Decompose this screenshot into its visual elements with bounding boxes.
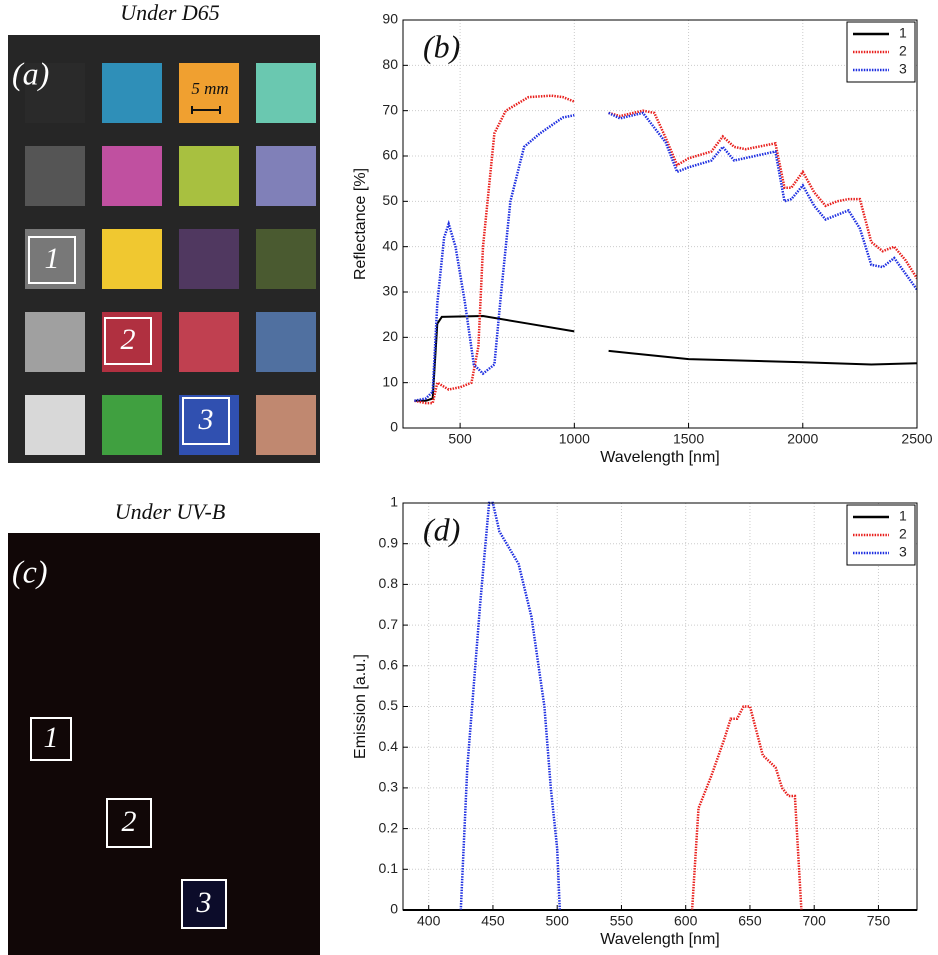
y-axis-title: Emission [a.u.] (352, 654, 369, 759)
y-tick-label: 10 (382, 373, 398, 389)
y-tick-label: 1 (390, 494, 398, 510)
y-tick-label: 80 (382, 56, 398, 72)
sample-label: 3 (198, 403, 214, 436)
y-tick-label: 0.8 (379, 575, 399, 591)
scale-label: 5 mm (191, 79, 228, 98)
x-tick-label: 1500 (673, 431, 704, 447)
color-patch (25, 63, 85, 123)
y-axis-title: Reflectance [%] (352, 168, 369, 280)
panel-label: (a) (12, 55, 49, 91)
series-line (414, 314, 575, 402)
sample-label: 3 (196, 886, 212, 919)
x-tick-label: 2500 (901, 431, 932, 447)
color-patch (256, 146, 316, 206)
y-tick-label: 0.5 (379, 697, 399, 713)
y-tick-label: 60 (382, 147, 398, 163)
color-patch (256, 312, 316, 372)
photo-title: Under D65 (120, 0, 220, 25)
y-tick-label: 0.6 (379, 657, 399, 673)
color-patch (256, 63, 316, 123)
x-tick-label: 1000 (559, 431, 590, 447)
sample-box (181, 879, 227, 929)
x-axis-title: Wavelength [nm] (600, 931, 719, 948)
axes-frame (402, 19, 918, 429)
x-tick-label: 600 (674, 913, 698, 929)
legend-label: 1 (899, 508, 907, 524)
photo-title: Under UV-B (115, 499, 226, 524)
x-tick-label: 750 (867, 913, 891, 929)
sample-label: 2 (122, 805, 137, 838)
color-patch (179, 146, 239, 206)
sample-box (30, 717, 72, 761)
y-tick-label: 70 (382, 101, 398, 117)
series-line (690, 705, 803, 911)
x-tick-label: 500 (546, 913, 570, 929)
series-line (608, 109, 917, 280)
series-line (608, 349, 917, 366)
legend-label: 2 (899, 43, 907, 59)
series-line (608, 111, 917, 291)
axes-frame (402, 502, 918, 911)
color-patch (25, 312, 85, 372)
panel-label: (d) (423, 511, 460, 547)
legend-label: 2 (899, 526, 907, 542)
x-tick-label: 700 (803, 913, 827, 929)
color-patch (102, 146, 162, 206)
series-line (459, 501, 562, 911)
color-patch (256, 395, 316, 455)
y-tick-label: 0 (390, 419, 398, 435)
y-tick-label: 0.3 (379, 779, 399, 795)
y-tick-label: 0.7 (379, 616, 399, 632)
sample-box (28, 236, 76, 284)
panel-label: (c) (12, 553, 48, 589)
sample-box (182, 397, 230, 445)
x-tick-label: 550 (610, 913, 634, 929)
y-tick-label: 0.1 (379, 860, 399, 876)
color-patch (179, 63, 239, 123)
sample-label: 1 (44, 721, 59, 754)
color-patch (25, 395, 85, 455)
y-tick-label: 30 (382, 283, 398, 299)
y-tick-label: 0.2 (379, 819, 399, 835)
y-tick-label: 0 (390, 901, 398, 917)
sample-label: 1 (45, 242, 60, 275)
x-axis-title: Wavelength [nm] (600, 449, 719, 466)
photo (8, 533, 320, 955)
legend-label: 1 (899, 25, 907, 41)
color-patch (102, 395, 162, 455)
legend-label: 3 (899, 544, 907, 560)
plot-area (403, 503, 917, 910)
series-line (414, 113, 575, 403)
panel-label: (b) (423, 28, 460, 64)
legend-box (846, 504, 916, 566)
sample-box (104, 317, 152, 365)
color-patch (256, 229, 316, 289)
y-tick-label: 0.9 (379, 534, 399, 550)
y-tick-label: 40 (382, 237, 398, 253)
color-patch (102, 229, 162, 289)
y-tick-label: 50 (382, 192, 398, 208)
x-tick-label: 2000 (787, 431, 818, 447)
sample-box (106, 798, 152, 848)
y-tick-label: 20 (382, 328, 398, 344)
legend-label: 3 (899, 61, 907, 77)
plot-area (403, 20, 917, 428)
x-tick-label: 650 (738, 913, 762, 929)
y-tick-label: 0.4 (379, 738, 399, 754)
color-patch (179, 312, 239, 372)
color-patch (25, 146, 85, 206)
x-tick-label: 400 (417, 913, 441, 929)
color-patch (102, 63, 162, 123)
y-tick-label: 90 (382, 11, 398, 27)
sample-label: 2 (121, 323, 136, 356)
series-line (414, 94, 575, 405)
x-tick-label: 450 (481, 913, 505, 929)
color-patch (179, 229, 239, 289)
x-tick-label: 500 (448, 431, 472, 447)
